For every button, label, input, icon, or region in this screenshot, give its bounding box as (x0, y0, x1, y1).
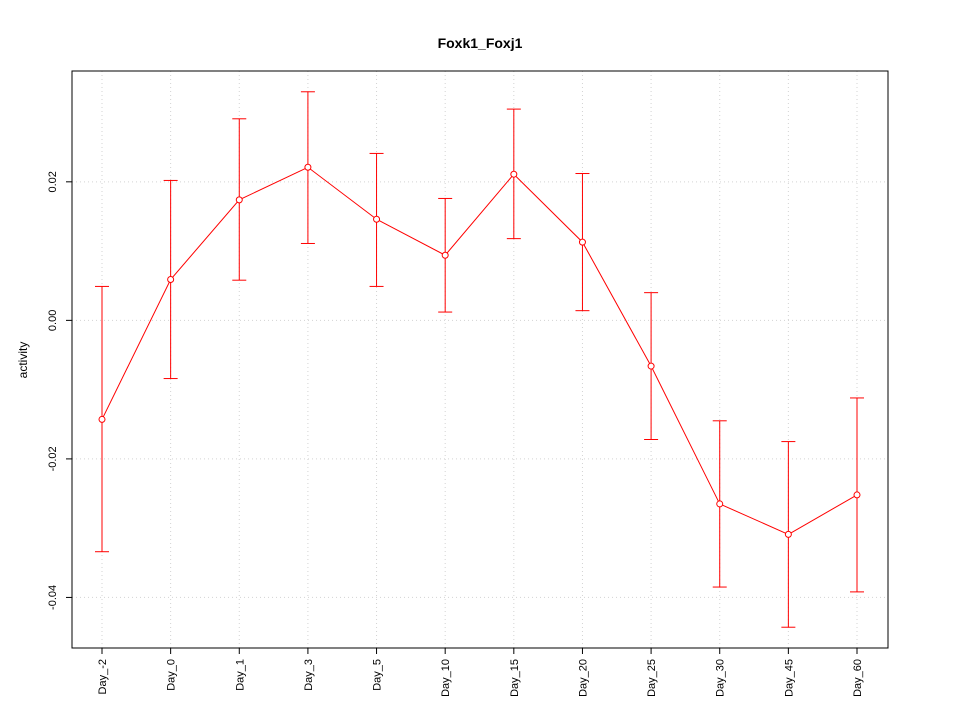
x-tick-label: Day_25 (646, 659, 658, 697)
y-tick-label: -0.02 (47, 446, 59, 471)
data-point (510, 170, 518, 178)
data-point (578, 238, 586, 246)
y-tick-label: -0.04 (47, 585, 59, 610)
data-point (373, 215, 381, 223)
error-bars (95, 91, 864, 628)
data-point (98, 415, 106, 423)
x-tick-label: Day_5 (372, 659, 384, 691)
x-tick-label: Day_-2 (97, 659, 109, 694)
y-tick-label: 0.02 (47, 171, 59, 192)
x-tick-label: Day_60 (852, 659, 864, 697)
data-point (647, 362, 655, 370)
grid (72, 71, 888, 648)
x-tick-label: Day_3 (303, 659, 315, 691)
x-tick-label: Day_45 (783, 659, 795, 697)
data-point (716, 500, 724, 508)
y-axis-label: activity (16, 342, 30, 379)
data-point (235, 196, 243, 204)
data-point (167, 275, 175, 283)
series-line (101, 166, 858, 535)
axes: Day_-2 Day_0 Day_1 Day_3 Day_5 Day_10 Day_15 Da… (47, 171, 864, 697)
x-tick-label: Day_1 (234, 659, 246, 691)
chart-title: Foxk1_Foxj1 (438, 35, 523, 51)
data-point (853, 491, 861, 499)
x-tick-label: Day_10 (440, 659, 452, 697)
x-tick-label: Day_15 (509, 659, 521, 697)
y-tick-label: 0.00 (47, 310, 59, 331)
x-tick-label: Day_30 (715, 659, 727, 697)
data-series (98, 163, 861, 538)
data-point (784, 530, 792, 538)
x-tick-label: Day_0 (166, 659, 178, 691)
data-point (441, 251, 449, 259)
x-tick-label: Day_20 (577, 659, 589, 697)
plot-frame (71, 70, 889, 649)
data-point (304, 163, 312, 171)
